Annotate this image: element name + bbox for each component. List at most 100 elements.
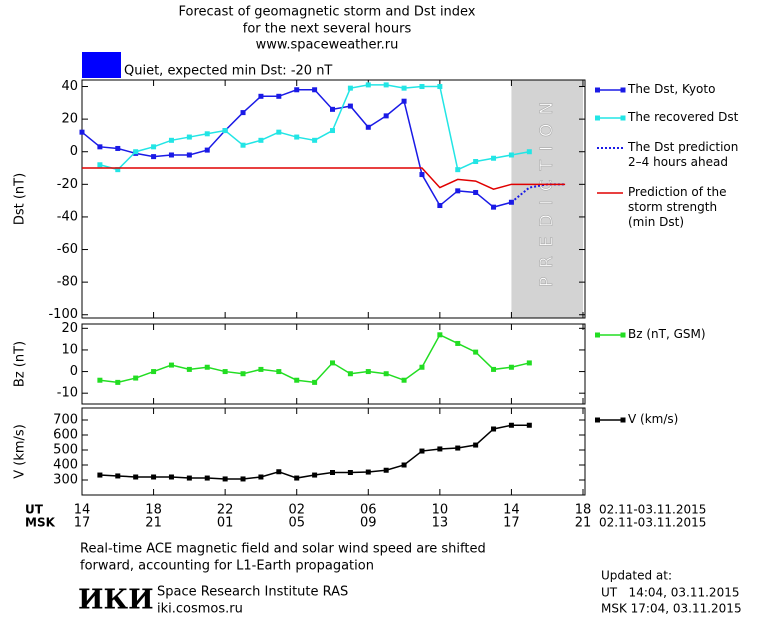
y-tick-label: -100 xyxy=(48,307,78,322)
point xyxy=(473,442,479,448)
y-tick-label: 10 xyxy=(61,342,78,357)
y-tick-label: -20 xyxy=(57,177,78,192)
point xyxy=(473,159,479,165)
point xyxy=(151,154,157,160)
point xyxy=(240,142,246,148)
site: iki.cosmos.ru xyxy=(157,602,243,617)
legend-label: Prediction of the storm strength (min Ds… xyxy=(628,185,727,229)
point xyxy=(186,475,192,481)
point xyxy=(455,188,461,194)
point xyxy=(204,147,210,153)
panel-frame xyxy=(81,79,586,319)
y-tick-label: 20 xyxy=(61,321,78,336)
point xyxy=(347,470,353,475)
x-tick-label-msk: 05 xyxy=(288,516,305,531)
point xyxy=(151,474,157,480)
updated: MSK 17:04, 03.11.2015 xyxy=(601,602,742,616)
legend-marker xyxy=(620,417,626,423)
legend-label: V (km/s) xyxy=(628,412,679,426)
point xyxy=(115,167,121,173)
updated: UT 14:04, 03.11.2015 xyxy=(601,586,739,600)
point xyxy=(491,426,497,432)
point xyxy=(312,472,318,478)
point xyxy=(383,467,389,473)
point xyxy=(151,144,157,150)
point xyxy=(240,371,246,377)
point xyxy=(294,134,300,140)
point xyxy=(204,475,210,481)
series-line xyxy=(99,84,530,171)
point xyxy=(204,131,210,137)
x-axis-label: MSK xyxy=(25,516,56,530)
point xyxy=(365,469,371,475)
legend-marker xyxy=(620,332,626,338)
title: www.spaceweather.ru xyxy=(256,38,399,53)
point xyxy=(347,103,353,109)
y-tick-label: 400 xyxy=(53,458,78,473)
point xyxy=(437,203,443,209)
point xyxy=(330,106,335,112)
x-tick-label: 06 xyxy=(360,503,377,518)
legend-marker xyxy=(595,332,600,338)
point xyxy=(133,149,139,155)
point xyxy=(168,362,174,368)
legend-label: The Dst prediction 2–4 hours ahead xyxy=(628,140,739,169)
point xyxy=(258,474,264,480)
prediction-band xyxy=(511,80,583,318)
point xyxy=(330,128,335,134)
note: forward, accounting for L1-Earth propaga… xyxy=(80,559,374,574)
x-tick-label-msk: 17 xyxy=(74,516,91,531)
legend-marker xyxy=(595,87,600,93)
point xyxy=(222,476,228,482)
x-tick-label-msk: 21 xyxy=(145,516,162,531)
point xyxy=(79,129,85,135)
point xyxy=(491,155,497,161)
title: for the next several hours xyxy=(243,22,412,37)
point xyxy=(258,93,264,99)
point xyxy=(455,167,461,173)
y-axis-label: V (km/s) xyxy=(13,424,28,479)
point xyxy=(365,82,371,88)
status-swatch xyxy=(82,52,121,78)
x-tick-label: 10 xyxy=(432,503,449,518)
point xyxy=(437,332,443,338)
x-tick-label-msk: 09 xyxy=(360,516,377,531)
legend-marker xyxy=(620,115,626,121)
point xyxy=(240,476,246,482)
x-tick-label-msk: 21 xyxy=(575,516,592,531)
x-tick-label: 14 xyxy=(503,503,520,518)
panel-frame xyxy=(81,323,586,405)
point xyxy=(276,93,282,99)
y-tick-label: 40 xyxy=(61,79,78,94)
point xyxy=(133,474,139,480)
y-tick-label: 0 xyxy=(70,364,78,379)
point xyxy=(419,172,425,178)
point xyxy=(115,473,121,479)
point xyxy=(97,472,103,478)
panel-frame xyxy=(81,407,586,496)
point xyxy=(401,85,407,91)
series-line xyxy=(99,424,530,480)
point xyxy=(168,137,174,143)
note: Real-time ACE magnetic field and solar w… xyxy=(80,542,486,557)
point xyxy=(294,87,300,93)
title: Forecast of geomagnetic storm and Dst in… xyxy=(178,5,475,20)
updated: Updated at: xyxy=(601,569,672,583)
institute: Space Research Institute RAS xyxy=(157,585,348,600)
date-range: 02.11-03.11.2015 xyxy=(599,503,706,517)
y-axis-label: Bz (nT) xyxy=(13,341,28,387)
point xyxy=(526,360,532,366)
point xyxy=(419,84,425,90)
point xyxy=(419,448,425,454)
point xyxy=(312,379,318,385)
x-tick-label: 22 xyxy=(217,503,234,518)
point xyxy=(258,137,264,143)
point xyxy=(133,375,139,381)
legend-label: The recovered Dst xyxy=(628,110,739,124)
point xyxy=(276,469,282,475)
point xyxy=(437,84,443,90)
legend-label: The Dst, Kyoto xyxy=(628,82,716,96)
series-line xyxy=(510,183,566,204)
